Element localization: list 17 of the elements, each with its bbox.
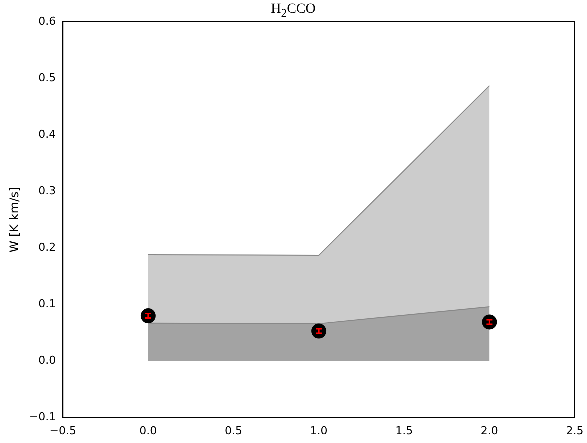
y-tick-label: 0.0	[38, 354, 56, 368]
y-tick-label: 0.4	[38, 128, 56, 141]
y-axis-title: W [K km/s]	[7, 187, 22, 253]
x-tick-label: 0.0	[140, 424, 158, 438]
x-tick-label: 1.5	[396, 424, 414, 438]
chart-title: H$_{2}$CCO	[271, 2, 316, 20]
y-tick-label: 0.2	[38, 241, 56, 254]
x-tick-label: 2.0	[480, 424, 498, 438]
y-tick-label: 0.3	[38, 184, 56, 198]
y-tick-label: 0.6	[38, 14, 56, 28]
x-tick-label: −0.5	[50, 424, 76, 438]
y-tick-label: 0.5	[38, 71, 56, 84]
x-tick-label: 0.5	[224, 424, 242, 438]
x-tick-label: 2.5	[566, 424, 584, 438]
y-tick-label: 0.1	[38, 298, 56, 311]
y-tick-label: −0.1	[29, 410, 56, 424]
x-tick-label: 1.0	[310, 424, 328, 438]
